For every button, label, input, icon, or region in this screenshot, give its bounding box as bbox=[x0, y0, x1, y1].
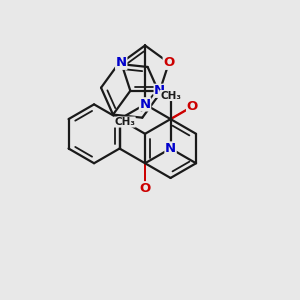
Text: N: N bbox=[154, 84, 165, 97]
Text: N: N bbox=[165, 142, 176, 155]
Text: O: O bbox=[163, 56, 175, 69]
Text: N: N bbox=[116, 56, 127, 69]
Text: O: O bbox=[163, 56, 175, 69]
Text: N: N bbox=[165, 142, 176, 155]
Text: N: N bbox=[116, 56, 127, 69]
Text: CH₃: CH₃ bbox=[160, 91, 181, 100]
Text: O: O bbox=[187, 100, 198, 113]
Text: O: O bbox=[187, 100, 198, 113]
Text: N: N bbox=[140, 98, 151, 111]
Text: N: N bbox=[140, 98, 151, 111]
Text: CH₃: CH₃ bbox=[114, 117, 135, 127]
Text: O: O bbox=[140, 182, 151, 195]
Text: CH₃: CH₃ bbox=[114, 117, 135, 127]
Text: O: O bbox=[140, 182, 151, 195]
Text: N: N bbox=[154, 84, 165, 97]
Text: CH₃: CH₃ bbox=[160, 91, 181, 100]
